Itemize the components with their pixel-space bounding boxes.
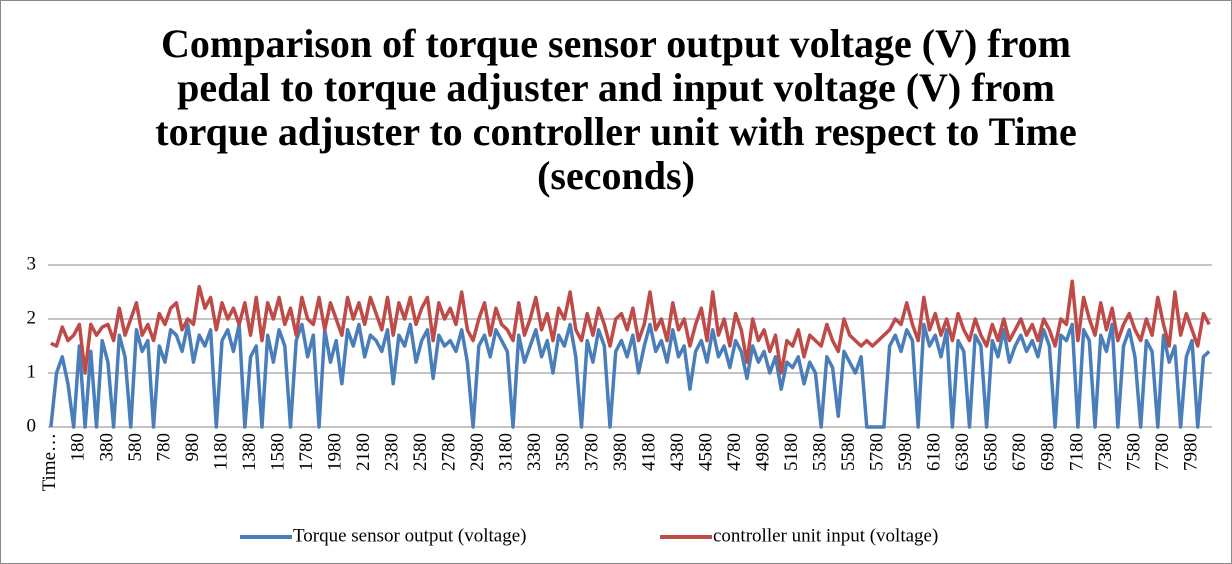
- x-tick-label: 1780: [296, 433, 317, 471]
- x-tick-label: 2180: [353, 433, 374, 471]
- y-tick-label: 3: [27, 253, 37, 274]
- x-tick-label: 7380: [1095, 433, 1116, 471]
- x-tick-label: 1580: [267, 433, 288, 471]
- x-tick-label: 6780: [1009, 433, 1030, 471]
- y-tick-label: 0: [27, 415, 37, 436]
- x-tick-label: 780: [153, 433, 174, 462]
- series-line: [49, 322, 1211, 429]
- x-tick-label: 2780: [439, 433, 460, 471]
- x-tick-label: 980: [182, 433, 203, 462]
- x-tick-label: 7780: [1152, 433, 1173, 471]
- chart-title: Comparison of torque sensor output volta…: [155, 21, 1077, 198]
- legend-label: controller unit input (voltage): [713, 525, 938, 546]
- x-tick-label: 2980: [467, 433, 488, 471]
- x-tick-label: 6180: [924, 433, 945, 471]
- x-tick-label: 380: [96, 433, 117, 462]
- x-tick-label: 3780: [581, 433, 602, 471]
- x-tick-label: 4180: [638, 433, 659, 471]
- x-tick-label: 2380: [382, 433, 403, 471]
- x-tick-label: 4780: [724, 433, 745, 471]
- x-tick-label: 1980: [325, 433, 346, 471]
- y-tick-label: 2: [27, 307, 37, 328]
- x-tick-label: 4980: [752, 433, 773, 471]
- x-tick-label: 3980: [610, 433, 631, 471]
- x-tick-label: 1380: [239, 433, 260, 471]
- x-tick-label: 5380: [810, 433, 831, 471]
- x-tick-label: 7580: [1123, 433, 1144, 471]
- x-tick-label: 6380: [952, 433, 973, 471]
- x-tick-label: 1180: [210, 433, 231, 470]
- x-tick-label: 6980: [1038, 433, 1059, 471]
- x-tick-label: Time…: [39, 433, 60, 491]
- x-tick-label: 7980: [1180, 433, 1201, 471]
- x-tick-label: 5180: [781, 433, 802, 471]
- x-tick-label: 3380: [524, 433, 545, 471]
- x-tick-label: 2580: [410, 433, 431, 471]
- x-tick-label: 5580: [838, 433, 859, 471]
- x-tick-label: 5780: [867, 433, 888, 471]
- x-tick-label: 5980: [895, 433, 916, 471]
- legend-label: Torque sensor output (voltage): [293, 525, 526, 546]
- y-tick-label: 1: [27, 361, 37, 382]
- x-tick-label: 4580: [695, 433, 716, 471]
- x-tick-label: 3180: [496, 433, 517, 471]
- x-tick-label: 6580: [981, 433, 1002, 471]
- x-tick-label: 3580: [553, 433, 574, 471]
- series-line: [50, 279, 1211, 375]
- x-tick-label: 7180: [1066, 433, 1087, 471]
- x-tick-label: 580: [125, 433, 146, 462]
- x-tick-label: 4380: [667, 433, 688, 471]
- x-tick-label: 180: [68, 433, 89, 462]
